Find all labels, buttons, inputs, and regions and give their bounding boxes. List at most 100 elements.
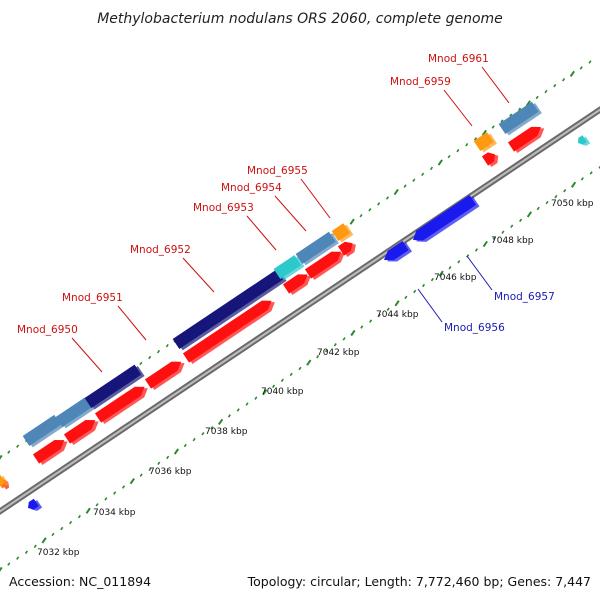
tick-mark-lower (526, 211, 532, 218)
tick-mark-lower (589, 171, 593, 175)
tick-mark-lower (342, 337, 346, 341)
gene-feature-red (144, 361, 185, 390)
gene-label-text: Mnod_6952 (130, 244, 191, 256)
tick-mark-lower (316, 354, 320, 359)
tick-mark-upper (535, 95, 539, 100)
tick-mark-lower (148, 467, 152, 471)
kbp-label: 7038 kbp (205, 427, 248, 437)
tick-mark-upper (412, 178, 416, 182)
tick-mark-upper (349, 218, 355, 225)
tick-mark-lower (457, 260, 461, 264)
tick-mark-upper (518, 107, 522, 112)
tick-mark-lower (430, 277, 434, 282)
leader-line (417, 288, 443, 323)
kbp-label: 7036 kbp (149, 467, 192, 477)
tick-mark-lower (262, 389, 268, 396)
gene-label-mnod-6959: Mnod_6959 (390, 76, 473, 127)
gene-feature-navy (172, 269, 287, 351)
tick-mark-lower (166, 455, 170, 460)
tick-mark-lower (492, 236, 496, 240)
tick-mark-upper (544, 89, 548, 94)
tick-mark-lower (404, 295, 408, 300)
gene-feature-red (32, 439, 68, 465)
accession-text: Accession: NC_011894 (9, 574, 151, 589)
tick-mark-lower (448, 266, 452, 270)
tick-mark-lower (24, 550, 29, 554)
tick-mark-lower (386, 307, 390, 311)
leader-line (443, 89, 473, 127)
kbp-label: 7042 kbp (317, 348, 360, 358)
kbp-label: 7046 kbp (434, 273, 477, 283)
tick-mark-lower (201, 431, 205, 436)
tick-mark-lower (501, 230, 505, 234)
gene-feature-orange (331, 223, 354, 243)
leader-line (182, 257, 215, 293)
tick-mark-lower (570, 181, 577, 188)
gene-label-text: Mnod_6961 (428, 53, 489, 65)
tick-mark-lower (536, 206, 540, 211)
tick-mark-lower (51, 532, 55, 537)
tick-row-lower (0, 165, 600, 572)
tick-mark-lower (192, 437, 196, 442)
gene-label-mnod-6957: Mnod_6957 (466, 255, 555, 303)
gene-feature-red (337, 241, 356, 257)
gene-label-text: Mnod_6956 (444, 322, 505, 334)
tick-mark-lower (360, 325, 364, 329)
tick-mark-lower (16, 556, 20, 560)
leader-line (117, 305, 147, 341)
gene-label-mnod-6953: Mnod_6953 (193, 202, 277, 251)
leader-line (466, 255, 493, 291)
tick-mark-lower (7, 562, 11, 566)
gene-label-mnod-6951: Mnod_6951 (62, 292, 147, 341)
tick-mark-upper (148, 355, 152, 360)
tick-mark-lower (139, 473, 143, 477)
gene-features (0, 101, 591, 511)
tick-mark-lower (218, 418, 224, 425)
gene-feature-steelblue (498, 101, 542, 136)
gene-labels: Mnod_6950 Mnod_6951 Mnod_6952 Mnod_6953 Mnod… (17, 53, 555, 373)
tick-mark-upper (569, 70, 575, 77)
tick-mark-upper (156, 349, 161, 354)
tick-mark-lower (85, 507, 91, 514)
gene-label-text: Mnod_6955 (247, 165, 308, 177)
tick-mark-lower (324, 348, 329, 353)
tick-mark-lower (113, 491, 117, 495)
gene-label-mnod-6961: Mnod_6961 (428, 53, 510, 104)
kbp-label: 7032 kbp (37, 548, 80, 558)
tick-mark-lower (413, 289, 417, 294)
tick-mark-lower (350, 329, 356, 337)
tick-mark-upper (473, 137, 478, 141)
gene-feature-steelblue (295, 231, 339, 266)
gene-feature-cyan (578, 135, 591, 146)
tick-mark-lower (554, 194, 558, 199)
gene-label-text: Mnod_6950 (17, 324, 78, 336)
leader-line (481, 66, 510, 104)
tick-mark-upper (456, 148, 460, 153)
tick-mark-lower (173, 448, 180, 455)
tick-mark-lower (333, 343, 337, 347)
leader-line (300, 178, 331, 219)
tick-mark-lower (289, 372, 293, 377)
tick-mark-upper (385, 196, 390, 200)
tick-mark-lower (377, 313, 381, 317)
gene-feature-red (63, 419, 99, 445)
tick-mark-upper (465, 143, 469, 147)
kbp-label: 7040 kbp (261, 387, 304, 397)
genome-backbone (0, 106, 600, 515)
tick-mark-lower (129, 477, 135, 485)
tick-mark-lower (474, 248, 479, 252)
kbp-label: 7048 kbp (491, 236, 534, 246)
gene-feature-red (507, 126, 545, 153)
tick-mark-lower (519, 218, 523, 223)
tick-mark-lower (421, 283, 426, 288)
gene-feature-orange (0, 474, 9, 489)
tick-mark-upper (429, 166, 434, 171)
tick-mark-upper (500, 119, 504, 123)
tick-mark-upper (579, 66, 583, 70)
kbp-label: 7050 kbp (551, 199, 594, 209)
tick-mark-upper (588, 60, 592, 64)
gene-feature-blue (384, 240, 412, 262)
map-title: Methylobacterium nodulans ORS 2060, comp… (97, 11, 503, 27)
tick-mark-lower (598, 165, 600, 169)
leader-line (246, 215, 277, 251)
